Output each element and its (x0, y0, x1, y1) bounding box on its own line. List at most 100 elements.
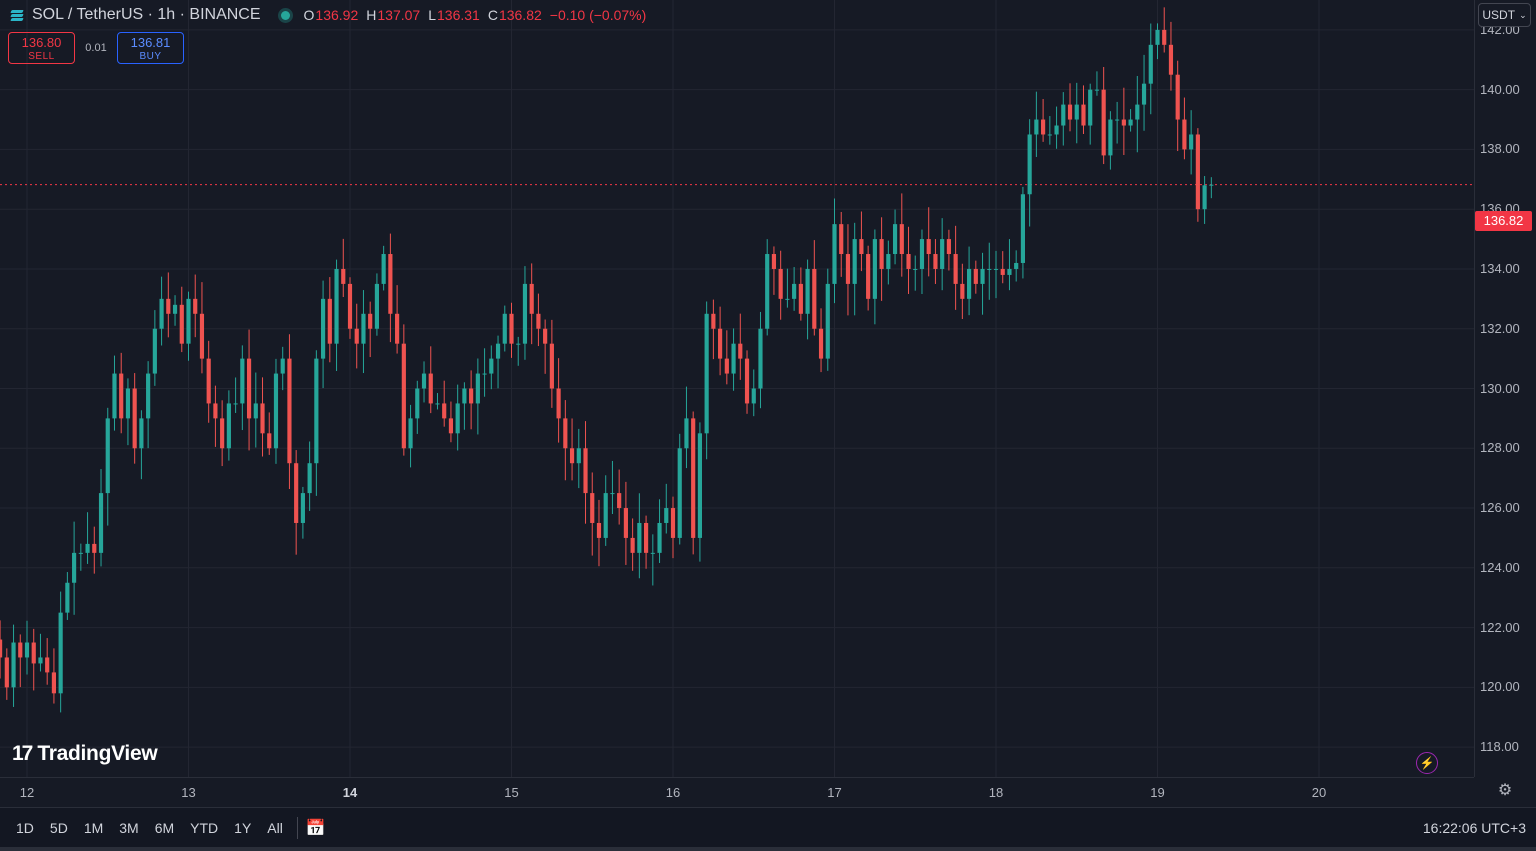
currency-select[interactable]: USDT ⌄ (1478, 3, 1531, 27)
candle (253, 372, 258, 448)
candle-body (1007, 268, 1012, 275)
candle (664, 483, 669, 534)
candle-body (738, 343, 743, 359)
candle (643, 515, 649, 569)
range-3m[interactable]: 3M (119, 820, 139, 836)
candle-body (233, 403, 238, 405)
buy-label: BUY (139, 51, 162, 62)
candle-body (1155, 29, 1160, 45)
candle (993, 250, 999, 299)
candle-body (1168, 44, 1174, 75)
candle (1189, 110, 1194, 175)
tradingview-logo-text: TradingView (37, 742, 158, 765)
candle-body (78, 552, 83, 554)
candle-body (1162, 29, 1167, 45)
candle-body (771, 254, 777, 269)
bolt-icon[interactable]: ⚡ (1416, 752, 1438, 774)
candle (381, 245, 386, 291)
candle (859, 211, 864, 272)
candle (839, 211, 844, 277)
candle (872, 229, 877, 325)
candle-body (913, 268, 918, 270)
candle (1081, 85, 1086, 134)
ohlc-open: O136.92 (303, 7, 359, 23)
candle-body (495, 343, 501, 359)
candle (1000, 251, 1005, 284)
price-tick-label: 122.00 (1480, 619, 1520, 635)
candle (24, 620, 30, 675)
candle (771, 246, 777, 295)
candle (818, 308, 824, 373)
candle-body (643, 522, 649, 553)
candle (341, 238, 346, 297)
candle (960, 263, 965, 320)
candle-body (186, 298, 191, 344)
candle-body (852, 239, 857, 284)
candle-body (300, 493, 305, 523)
candle (58, 591, 63, 713)
calendar-range-icon[interactable]: 📅 (305, 820, 326, 837)
candle-body (509, 313, 514, 344)
gear-icon[interactable]: ⚙ (1497, 782, 1513, 799)
candle (529, 263, 534, 345)
candle (973, 260, 978, 294)
current-price-tag: 136.82 (1475, 211, 1532, 231)
candle (294, 450, 299, 555)
candle-body (1115, 119, 1120, 121)
candle (280, 346, 285, 391)
candle (610, 460, 615, 514)
candle (1014, 250, 1019, 282)
candle-body (1094, 89, 1100, 91)
candle (246, 329, 252, 451)
symbol-header: SOL / TetherUS · 1h · BINANCE O136.92 H1… (10, 4, 646, 26)
candle-body (1041, 119, 1046, 135)
candle (1135, 75, 1140, 153)
candle (1182, 97, 1187, 160)
candle (509, 302, 514, 358)
symbol-icon[interactable] (10, 7, 26, 23)
range-1m[interactable]: 1M (83, 820, 104, 836)
price-axis[interactable] (1474, 0, 1536, 777)
candle (805, 259, 810, 340)
candle (657, 499, 662, 563)
candle-body (1027, 134, 1032, 195)
candle-body (798, 283, 803, 314)
candle (711, 299, 716, 360)
tradingview-logo[interactable]: 17 TradingView (12, 742, 158, 766)
candle (785, 268, 790, 308)
candle (199, 282, 205, 374)
candle-body (267, 433, 272, 449)
candle (213, 385, 218, 447)
candle-body (1014, 262, 1019, 269)
candle (428, 346, 433, 414)
candle-body (987, 268, 992, 270)
candle (415, 380, 420, 434)
candle (569, 418, 575, 481)
candle (1195, 128, 1200, 222)
range-1y[interactable]: 1Y (234, 820, 252, 836)
symbol-title[interactable]: SOL / TetherUS · 1h · BINANCE (32, 6, 261, 23)
candle-body (125, 388, 131, 419)
range-6m[interactable]: 6M (154, 820, 175, 836)
range-5d[interactable]: 5D (49, 820, 68, 836)
candle-body (381, 254, 386, 284)
range-all[interactable]: All (267, 820, 283, 836)
candle (731, 328, 736, 391)
candle (502, 305, 507, 352)
price-tick-label: 140.00 (1480, 81, 1520, 97)
clock[interactable]: 16:22:06 UTC+3 (1422, 820, 1526, 836)
time-axis[interactable] (0, 777, 1474, 808)
candlestick-chart[interactable] (0, 0, 1474, 777)
sell-button[interactable]: 136.80 SELL (8, 32, 75, 64)
candle (906, 226, 911, 294)
buy-button[interactable]: 136.81 BUY (117, 32, 184, 64)
range-ytd[interactable]: YTD (190, 820, 219, 836)
range-1d[interactable]: 1D (16, 820, 34, 836)
candle-body (448, 418, 454, 434)
candle-body (617, 493, 622, 509)
market-status-icon[interactable] (280, 10, 290, 20)
candle-body (334, 268, 339, 344)
candle (260, 377, 265, 457)
date-ranges: 1D 5D 1M 3M 6M YTD 1Y All 📅 (8, 808, 326, 848)
candle-body (280, 358, 285, 374)
